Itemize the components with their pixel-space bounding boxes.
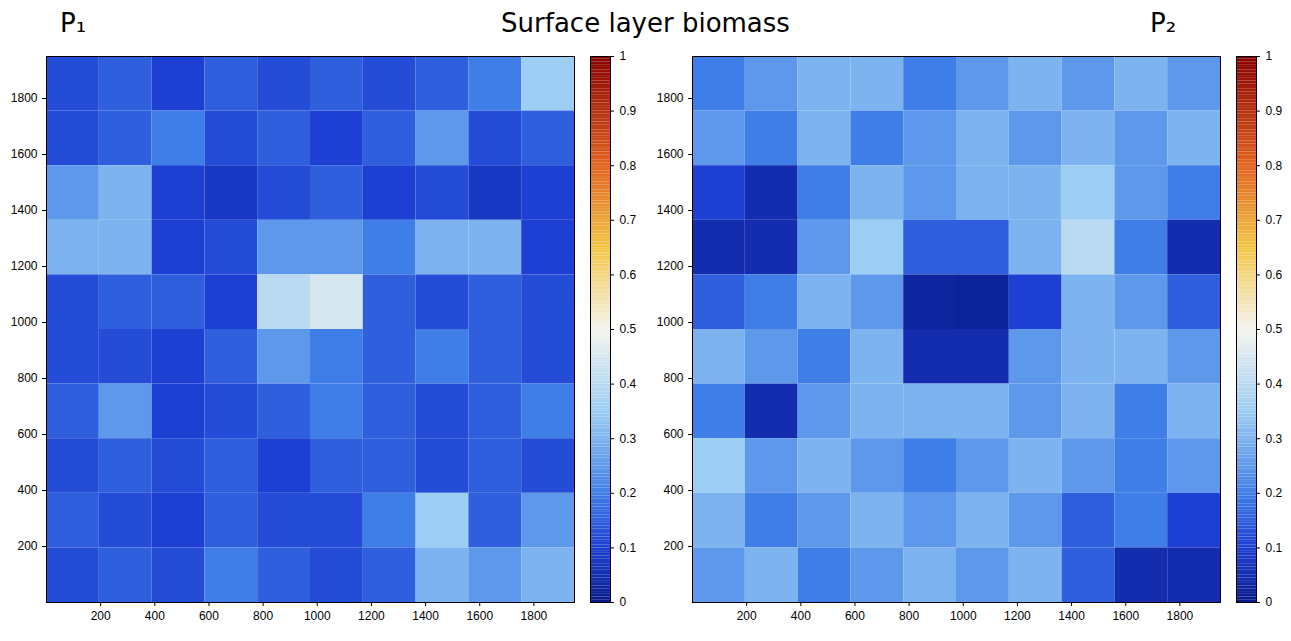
svg-text:800: 800 <box>17 371 37 385</box>
svg-text:0.6: 0.6 <box>620 268 637 282</box>
svg-text:1000: 1000 <box>657 315 684 329</box>
svg-text:600: 600 <box>845 609 865 623</box>
svg-text:200: 200 <box>663 539 683 553</box>
svg-text:0.3: 0.3 <box>620 432 637 446</box>
svg-text:0.8: 0.8 <box>620 159 637 173</box>
svg-text:0.3: 0.3 <box>1266 432 1283 446</box>
svg-text:1200: 1200 <box>657 259 684 273</box>
svg-text:400: 400 <box>17 483 37 497</box>
svg-text:1600: 1600 <box>466 609 493 623</box>
svg-text:1400: 1400 <box>11 203 38 217</box>
svg-text:1800: 1800 <box>1167 609 1194 623</box>
svg-text:0.2: 0.2 <box>1266 486 1283 500</box>
svg-text:1000: 1000 <box>11 315 38 329</box>
svg-text:1400: 1400 <box>412 609 439 623</box>
html-text:P₁: P₁ <box>60 8 87 38</box>
svg-text:0.7: 0.7 <box>620 213 637 227</box>
svg-text:1000: 1000 <box>304 609 331 623</box>
svg-text:0.4: 0.4 <box>620 377 637 391</box>
svg-text:1200: 1200 <box>11 259 38 273</box>
svg-text:1: 1 <box>1266 49 1273 63</box>
svg-text:0.5: 0.5 <box>1266 322 1283 336</box>
svg-text:1000: 1000 <box>950 609 977 623</box>
svg-text:800: 800 <box>899 609 919 623</box>
svg-text:0.7: 0.7 <box>1266 213 1283 227</box>
svg-text:1200: 1200 <box>358 609 385 623</box>
svg-text:1800: 1800 <box>521 609 548 623</box>
svg-text:0: 0 <box>620 595 627 609</box>
svg-text:0.2: 0.2 <box>620 486 637 500</box>
svg-text:600: 600 <box>17 427 37 441</box>
svg-text:1600: 1600 <box>1112 609 1139 623</box>
svg-text:0.1: 0.1 <box>620 541 637 555</box>
svg-text:800: 800 <box>663 371 683 385</box>
html-text:Surface layer biomass: Surface layer biomass <box>501 8 790 38</box>
svg-text:0.6: 0.6 <box>1266 268 1283 282</box>
svg-text:800: 800 <box>253 609 273 623</box>
html-text:P₂: P₂ <box>1150 8 1177 38</box>
svg-text:0.9: 0.9 <box>1266 104 1283 118</box>
svg-text:200: 200 <box>17 539 37 553</box>
svg-text:0: 0 <box>1266 595 1273 609</box>
svg-text:400: 400 <box>663 483 683 497</box>
svg-text:1400: 1400 <box>1058 609 1085 623</box>
svg-text:1800: 1800 <box>11 91 38 105</box>
svg-text:1800: 1800 <box>657 91 684 105</box>
svg-text:0.9: 0.9 <box>620 104 637 118</box>
svg-text:0.5: 0.5 <box>620 322 637 336</box>
svg-text:0.1: 0.1 <box>1266 541 1283 555</box>
svg-text:600: 600 <box>199 609 219 623</box>
svg-text:1600: 1600 <box>11 147 38 161</box>
svg-text:400: 400 <box>145 609 165 623</box>
svg-text:600: 600 <box>663 427 683 441</box>
svg-text:0.8: 0.8 <box>1266 159 1283 173</box>
svg-text:1: 1 <box>620 49 627 63</box>
svg-text:400: 400 <box>791 609 811 623</box>
svg-text:1400: 1400 <box>657 203 684 217</box>
svg-text:1600: 1600 <box>657 147 684 161</box>
svg-text:200: 200 <box>737 609 757 623</box>
svg-text:1200: 1200 <box>1004 609 1031 623</box>
svg-text:0.4: 0.4 <box>1266 377 1283 391</box>
svg-text:200: 200 <box>91 609 111 623</box>
